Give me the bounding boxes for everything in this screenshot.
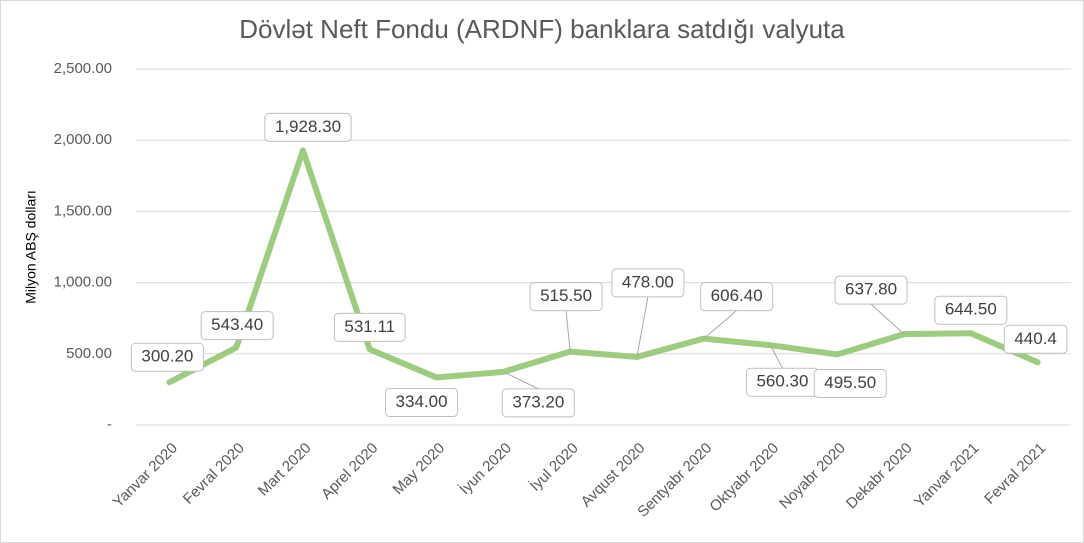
data-label: 495.50 xyxy=(813,368,887,398)
data-label-box xyxy=(611,268,685,298)
data-label: 515.50 xyxy=(529,282,603,312)
data-label: 478.00 xyxy=(611,268,685,298)
data-label: 637.80 xyxy=(834,275,908,305)
data-label: 531.11 xyxy=(333,312,406,342)
data-label-box xyxy=(501,388,575,418)
data-label: 373.20 xyxy=(501,388,575,418)
data-label: 1,928.30 xyxy=(264,112,352,142)
data-label: 300.20 xyxy=(130,342,204,372)
chart-title: Dövlət Neft Fondu (ARDNF) banklara satdı… xyxy=(239,14,845,44)
data-label-text: 644.50 xyxy=(945,300,997,319)
data-label: 334.00 xyxy=(385,387,459,417)
data-label-text: 1,928.30 xyxy=(275,117,341,136)
data-label-text: 373.20 xyxy=(512,392,564,411)
y-tick-label: 2,500.00 xyxy=(54,60,112,77)
data-label-text: 606.40 xyxy=(711,286,763,305)
data-label-text: 531.11 xyxy=(344,317,395,336)
data-label-text: 440.4 xyxy=(1014,329,1057,348)
y-axis-label: Milyon ABŞ dolları xyxy=(23,190,39,304)
data-label-text: 560.30 xyxy=(756,372,808,391)
data-label-text: 334.00 xyxy=(396,392,448,411)
data-label-box xyxy=(934,295,1008,325)
data-label-box xyxy=(1003,324,1068,354)
leader-line xyxy=(565,310,571,352)
y-tick-label: 1,500.00 xyxy=(54,202,112,219)
y-tick-label: 1,000.00 xyxy=(54,274,112,291)
data-label-text: 478.00 xyxy=(622,272,674,291)
data-label-box xyxy=(834,275,908,305)
data-label: 560.30 xyxy=(745,367,819,397)
y-tick-label: 2,000.00 xyxy=(54,131,112,148)
leader-line xyxy=(636,296,649,358)
data-label-box xyxy=(813,368,887,398)
data-label: 644.50 xyxy=(934,295,1008,325)
data-label-box xyxy=(130,342,204,372)
data-label-box xyxy=(200,311,274,341)
data-label-box xyxy=(385,387,459,417)
leader-line xyxy=(703,310,738,340)
data-label: 440.4 xyxy=(1003,324,1068,354)
data-label-box xyxy=(264,112,352,142)
leader-line xyxy=(503,371,539,390)
y-tick-label: - xyxy=(107,416,112,433)
data-label-box xyxy=(700,282,774,312)
data-label-box xyxy=(529,282,603,312)
leader-line xyxy=(870,303,905,335)
line xyxy=(166,147,1041,386)
data-label-text: 543.40 xyxy=(211,315,263,334)
leader-line xyxy=(770,344,783,369)
y-tick-label: 500.00 xyxy=(66,345,112,362)
data-label-text: 637.80 xyxy=(845,280,897,299)
data-label-box xyxy=(333,312,406,342)
data-label-text: 495.50 xyxy=(824,373,876,392)
data-label: 606.40 xyxy=(700,282,774,312)
data-label-text: 515.50 xyxy=(540,286,592,305)
data-label-text: 300.20 xyxy=(141,347,193,366)
data-label: 543.40 xyxy=(200,311,274,341)
